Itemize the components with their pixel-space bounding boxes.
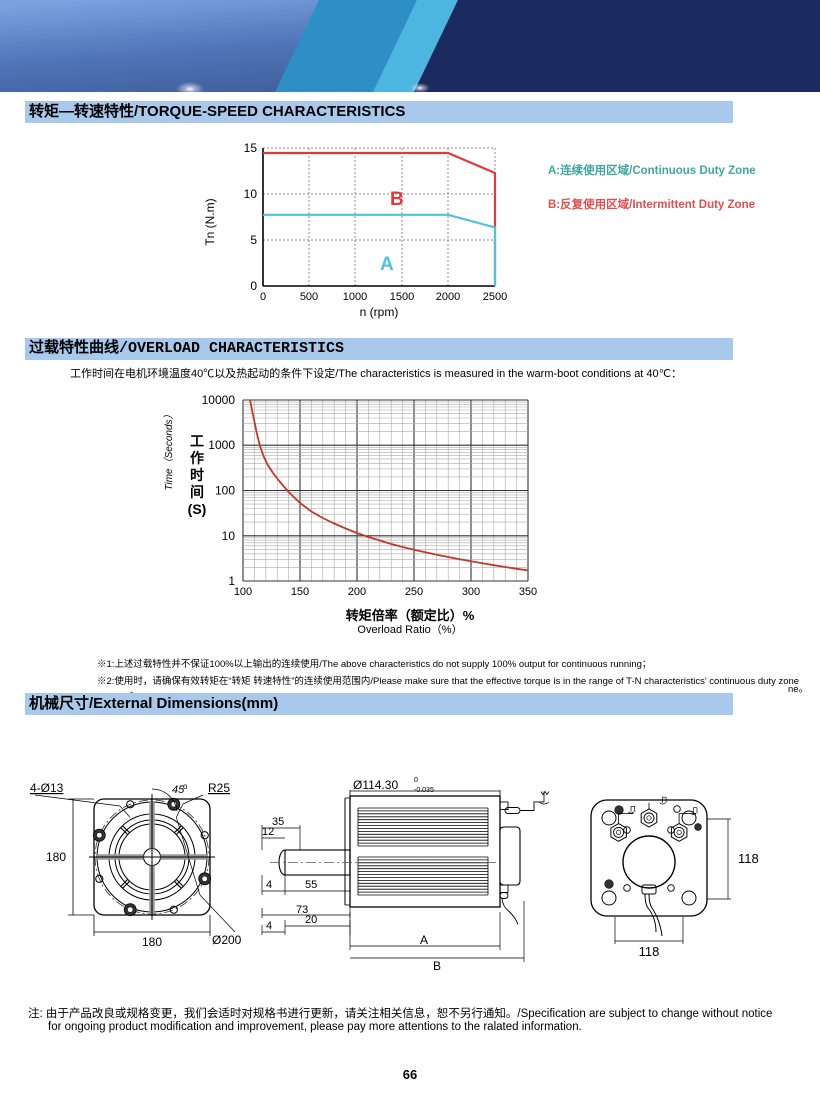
svg-text:2500: 2500 bbox=[483, 291, 507, 303]
svg-text:100: 100 bbox=[234, 586, 252, 595]
svg-text:100: 100 bbox=[215, 484, 235, 498]
svg-text:0: 0 bbox=[260, 291, 266, 303]
svg-text:250: 250 bbox=[405, 586, 423, 595]
svg-text:500: 500 bbox=[300, 291, 318, 303]
svg-text:55: 55 bbox=[305, 879, 317, 891]
svg-text:4-Ø13: 4-Ø13 bbox=[30, 781, 64, 795]
svg-text:4: 4 bbox=[266, 920, 272, 932]
svg-text:20: 20 bbox=[305, 914, 317, 926]
svg-text:1000: 1000 bbox=[208, 438, 235, 452]
svg-text:180: 180 bbox=[46, 850, 66, 864]
svg-text:10: 10 bbox=[244, 187, 258, 201]
svg-text:Tn (N.m): Tn (N.m) bbox=[203, 198, 217, 245]
svg-text:300: 300 bbox=[462, 586, 480, 595]
svg-text:n (rpm): n (rpm) bbox=[360, 305, 399, 319]
svg-text:12: 12 bbox=[262, 826, 274, 838]
svg-text:A: A bbox=[380, 254, 394, 275]
svg-text:15: 15 bbox=[244, 141, 258, 155]
svg-text:350: 350 bbox=[519, 586, 537, 595]
svg-text:B: B bbox=[433, 959, 441, 973]
svg-text:Ø200: Ø200 bbox=[212, 933, 242, 947]
svg-text:200: 200 bbox=[348, 586, 366, 595]
svg-text:10000: 10000 bbox=[202, 395, 236, 407]
svg-text:118: 118 bbox=[738, 851, 759, 866]
svg-text:0: 0 bbox=[250, 279, 257, 293]
svg-text:B: B bbox=[390, 189, 404, 210]
svg-text:R25: R25 bbox=[208, 781, 230, 795]
svg-text:150: 150 bbox=[291, 586, 309, 595]
svg-text:180: 180 bbox=[142, 935, 162, 949]
svg-text:10: 10 bbox=[222, 529, 236, 543]
svg-text:5: 5 bbox=[250, 233, 257, 247]
svg-text:4: 4 bbox=[266, 879, 272, 891]
svg-text:118: 118 bbox=[639, 944, 660, 959]
svg-text:A: A bbox=[420, 933, 428, 947]
svg-text:o: o bbox=[183, 782, 188, 791]
svg-text:0: 0 bbox=[414, 777, 418, 784]
svg-text:Ø114.30: Ø114.30 bbox=[353, 778, 398, 792]
svg-text:1000: 1000 bbox=[343, 291, 367, 303]
svg-text:1500: 1500 bbox=[390, 291, 414, 303]
svg-text:2000: 2000 bbox=[436, 291, 460, 303]
svg-text:-0.035: -0.035 bbox=[414, 787, 434, 794]
